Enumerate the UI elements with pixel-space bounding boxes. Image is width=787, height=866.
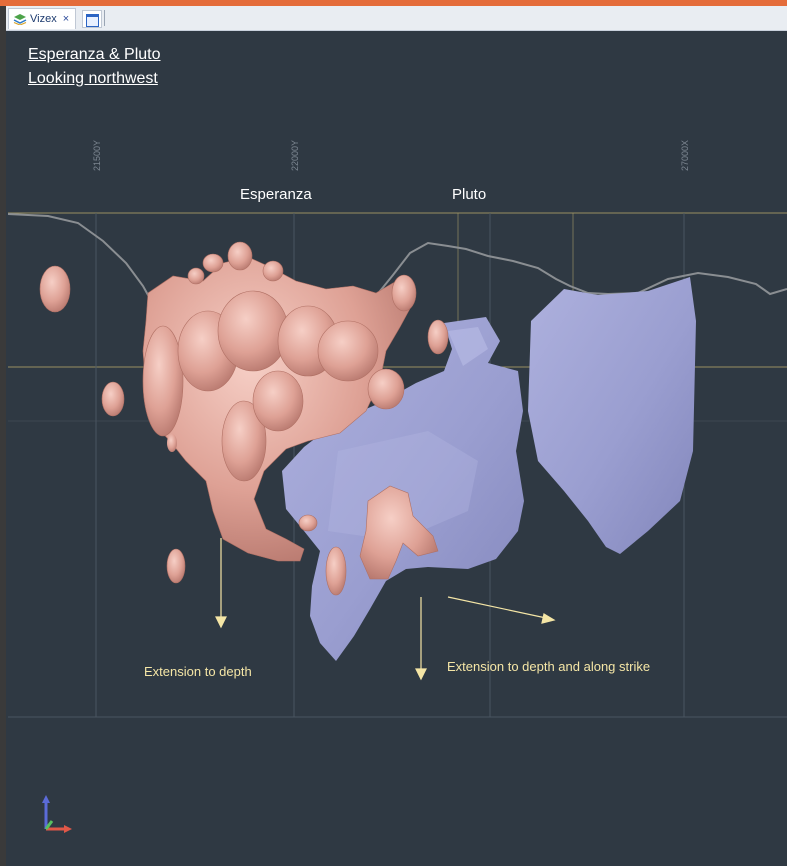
window-top-accent <box>0 0 787 6</box>
esperanza-outlier-2 <box>101 381 125 417</box>
annotation-extension-depth: Extension to depth <box>144 664 252 679</box>
scene-graphics <box>8 212 787 833</box>
tab-separator <box>104 10 105 26</box>
esperanza-outlier-3 <box>166 548 186 584</box>
esperanza-body <box>142 241 449 562</box>
arrow-extension-depth-pluto <box>415 597 427 681</box>
arrow-extension-depth <box>215 538 227 629</box>
view-title: Esperanza & Pluto <box>28 46 161 63</box>
vizex-layers-icon <box>13 14 27 25</box>
3d-viewport[interactable]: Esperanza & Pluto Looking northwest 2150… <box>8 31 787 866</box>
esperanza-outlier-1 <box>39 265 71 313</box>
label-esperanza: Esperanza <box>240 186 312 203</box>
window-icon[interactable] <box>82 10 102 28</box>
arrow-along-strike <box>447 596 556 624</box>
pluto-east-body <box>528 277 696 554</box>
view-subtitle: Looking northwest <box>28 70 158 87</box>
grid-label-21500y: 21500Y <box>92 139 102 171</box>
annotation-extension-depth-strike: Extension to depth and along strike <box>447 659 651 674</box>
grid-label-27000x: 27000X <box>680 139 690 171</box>
window-left-border <box>0 6 6 866</box>
close-icon[interactable]: × <box>62 13 70 25</box>
tab-label: Vizex <box>30 13 57 25</box>
grid-label-22000y: 22000Y <box>290 139 300 171</box>
esperanza-front-body <box>298 485 439 596</box>
xyz-axis-triad-icon <box>42 795 72 833</box>
label-pluto: Pluto <box>452 186 487 203</box>
tab-vizex[interactable]: Vizex × <box>8 8 77 29</box>
tab-bar: Vizex × <box>6 6 787 31</box>
